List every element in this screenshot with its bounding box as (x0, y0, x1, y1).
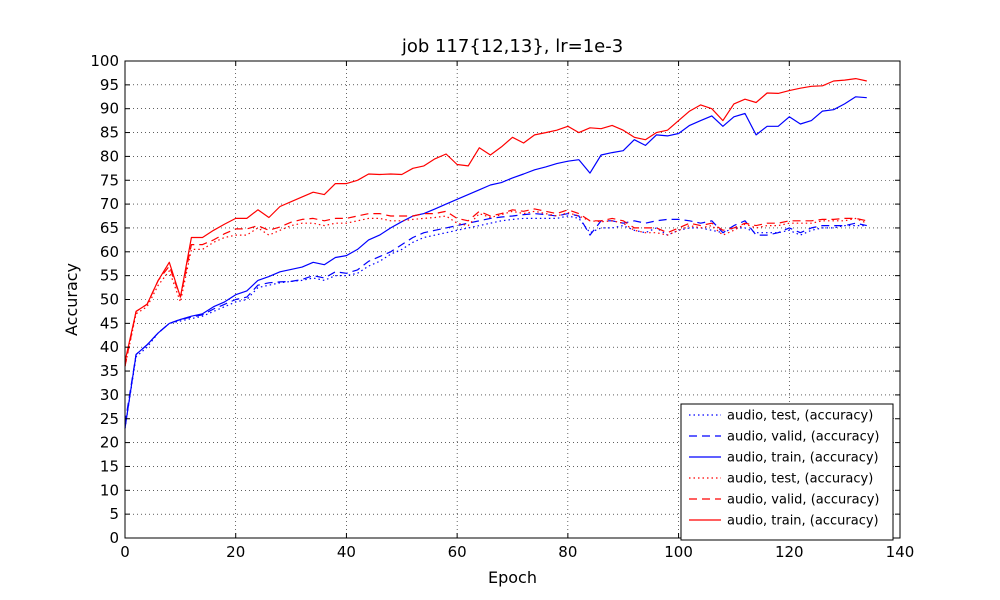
legend: audio, test, (accuracy) audio, valid, (ac… (680, 403, 894, 541)
y-tick-label: 65 (100, 219, 119, 237)
y-tick-label: 95 (100, 76, 119, 94)
legend-label-4: audio, valid, (accuracy) (727, 493, 879, 508)
x-tick-label: 120 (775, 543, 804, 561)
y-tick-label: 10 (100, 481, 119, 499)
legend-label-1: audio, valid, (accuracy) (727, 430, 879, 445)
legend-label-0: audio, test, (accuracy) (727, 409, 873, 424)
y-tick-label: 70 (100, 195, 119, 213)
y-tick-label: 60 (100, 243, 119, 261)
y-tick-label: 75 (100, 171, 119, 189)
x-tick-label: 60 (448, 543, 467, 561)
series-line-5 (124, 78, 867, 362)
legend-label-5: audio, train, (accuracy) (727, 514, 879, 529)
x-tick-label: 0 (120, 543, 130, 561)
y-tick-label: 20 (100, 434, 119, 452)
y-tick-label: 40 (100, 338, 119, 356)
y-tick-label: 35 (100, 362, 119, 380)
y-tick-label: 100 (90, 52, 119, 70)
y-axis-label: Accuracy (62, 263, 81, 336)
series-line-0 (124, 215, 867, 429)
y-tick-label: 45 (100, 314, 119, 332)
legend-label-2: audio, train, (accuracy) (727, 451, 879, 466)
y-tick-label: 85 (100, 124, 119, 142)
x-axis-label: Epoch (488, 568, 537, 587)
legend-label-3: audio, test, (accuracy) (727, 472, 873, 487)
series-line-2 (124, 96, 867, 429)
y-tick-label: 80 (100, 147, 119, 165)
y-tick-label: 90 (100, 100, 119, 118)
y-tick-label: 50 (100, 291, 119, 309)
chart-title: job 117{12,13}, lr=1e-3 (401, 36, 623, 57)
y-tick-label: 55 (100, 267, 119, 285)
y-tick-label: 5 (109, 505, 119, 523)
series-group (124, 78, 868, 429)
series-line-4 (124, 208, 867, 367)
x-tick-label: 40 (337, 543, 356, 561)
series-line-3 (124, 210, 868, 367)
y-tick-label: 30 (100, 386, 119, 404)
y-tick-label: 25 (100, 410, 119, 428)
legend-box (680, 403, 894, 541)
series-line-1 (124, 213, 867, 424)
x-tick-label: 140 (886, 543, 915, 561)
axis-ticks: 0 20 40 60 80 100 120 140 0 5 10 15 20 25 30 35 40 45 50 55… (90, 52, 914, 561)
x-tick-label: 100 (664, 543, 693, 561)
x-tick-label: 80 (558, 543, 577, 561)
y-tick-label: 0 (109, 529, 119, 547)
x-tick-label: 20 (226, 543, 245, 561)
y-tick-label: 15 (100, 457, 119, 475)
